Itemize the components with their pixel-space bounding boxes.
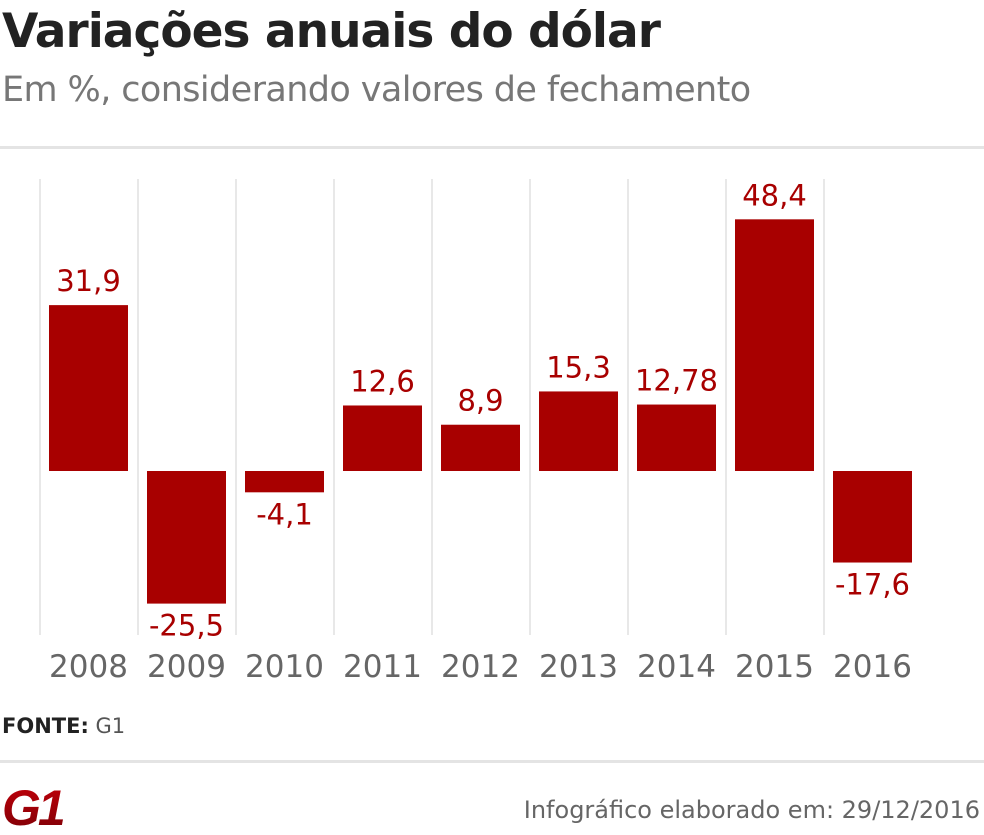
bar-2016 <box>833 471 912 563</box>
bar-2008 <box>49 305 128 471</box>
chart-title: Variações anuais do dólar <box>2 4 661 59</box>
data-label-2009: -25,5 <box>149 609 224 643</box>
data-label-2011: 12,6 <box>350 364 415 398</box>
data-label-2012: 8,9 <box>457 384 503 418</box>
x-tick-2013: 2013 <box>539 649 618 685</box>
divider-top <box>0 146 984 149</box>
source-label: FONTE: <box>2 714 89 738</box>
bar-2015 <box>735 219 814 471</box>
source: FONTE: G1 <box>2 714 125 738</box>
bar-2010 <box>245 471 324 493</box>
bar-chart: 31,9 2008 -25,5 2009 -4,1 2010 12,6 2011 8,9 2012… <box>39 178 912 685</box>
chart-subtitle: Em %, considerando valores de fechamento <box>2 70 751 110</box>
x-tick-2008: 2008 <box>49 649 128 685</box>
bar-2013 <box>539 391 618 471</box>
bar-2014 <box>637 404 716 471</box>
bar-2009 <box>147 471 226 604</box>
x-tick-2016: 2016 <box>833 649 912 685</box>
x-tick-2009: 2009 <box>147 649 226 685</box>
data-label-2014: 12,78 <box>635 364 718 398</box>
x-tick-2010: 2010 <box>245 649 324 685</box>
divider-bottom <box>0 760 984 763</box>
bar-2011 <box>343 405 422 471</box>
x-tick-2011: 2011 <box>343 649 422 685</box>
x-tick-2015: 2015 <box>735 649 814 685</box>
source-value: G1 <box>95 714 126 738</box>
svg-text:G1: G1 <box>2 785 64 829</box>
x-tick-2014: 2014 <box>637 649 716 685</box>
data-label-2013: 15,3 <box>546 350 611 384</box>
footer-credit: Infográfico elaborado em: 29/12/2016 <box>523 796 980 824</box>
data-label-2016: -17,6 <box>835 568 910 602</box>
data-label-2015: 48,4 <box>742 178 807 212</box>
data-label-2008: 31,9 <box>56 264 121 298</box>
data-label-2010: -4,1 <box>256 497 313 531</box>
x-tick-2012: 2012 <box>441 649 520 685</box>
bar-2012 <box>441 424 520 471</box>
